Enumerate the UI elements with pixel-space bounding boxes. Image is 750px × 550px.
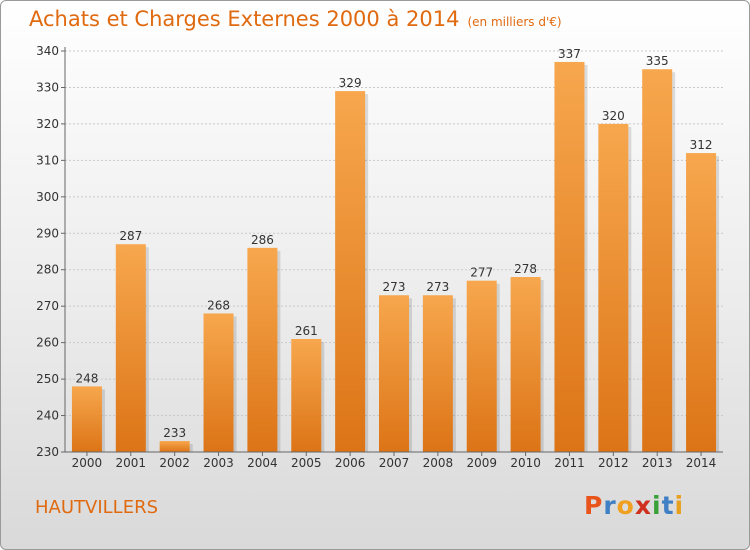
x-tick-label-2001: 2001 <box>116 456 147 470</box>
logo-letter: o <box>616 491 635 520</box>
bar-2014 <box>686 153 717 452</box>
chart-title: Achats et Charges Externes 2000 à 2014 <box>29 7 460 31</box>
bar-2008 <box>422 295 453 452</box>
value-label-2001: 287 <box>119 229 142 243</box>
bar-2000 <box>71 386 102 452</box>
logo-letter: r <box>603 491 617 520</box>
x-tick-label-2006: 2006 <box>335 456 366 470</box>
x-tick-label-2013: 2013 <box>642 456 673 470</box>
value-label-2004: 286 <box>251 233 274 247</box>
bar-2009 <box>466 280 497 452</box>
y-tick-label: 330 <box>36 80 59 94</box>
logo-letter: t <box>661 491 675 520</box>
chart-title-block: Achats et Charges Externes 2000 à 2014 (e… <box>29 7 562 31</box>
logo-letter: i <box>652 491 662 520</box>
value-label-2006: 329 <box>339 76 362 90</box>
value-label-2000: 248 <box>75 371 98 385</box>
value-label-2011: 337 <box>558 47 581 61</box>
x-tick-label-2004: 2004 <box>247 456 278 470</box>
value-label-2007: 273 <box>383 280 406 294</box>
x-tick-label-2003: 2003 <box>203 456 234 470</box>
y-tick-label: 230 <box>36 445 59 459</box>
bar-2002 <box>159 441 190 452</box>
value-label-2002: 233 <box>163 426 186 440</box>
y-tick-label: 320 <box>36 117 59 131</box>
x-tick-label-2002: 2002 <box>159 456 190 470</box>
x-tick-label-2009: 2009 <box>466 456 497 470</box>
y-tick-label: 260 <box>36 336 59 350</box>
value-label-2013: 335 <box>646 54 669 68</box>
y-tick-label: 280 <box>36 263 59 277</box>
value-label-2009: 277 <box>470 266 493 280</box>
x-tick-label-2012: 2012 <box>598 456 629 470</box>
x-tick-label-2011: 2011 <box>554 456 585 470</box>
bar-2012 <box>598 123 629 452</box>
value-label-2014: 312 <box>690 138 713 152</box>
y-tick-label: 290 <box>36 226 59 240</box>
bar-2003 <box>203 313 234 452</box>
value-label-2010: 278 <box>514 262 537 276</box>
value-label-2012: 320 <box>602 109 625 123</box>
bar-2010 <box>510 277 541 452</box>
y-tick-label: 300 <box>36 190 59 204</box>
x-tick-label-2008: 2008 <box>423 456 454 470</box>
x-tick-label-2005: 2005 <box>291 456 322 470</box>
value-label-2008: 273 <box>426 280 449 294</box>
logo-letter: x <box>634 491 652 520</box>
chart-subtitle: (en milliers d'€) <box>467 15 562 29</box>
y-tick-label: 270 <box>36 299 59 313</box>
bar-2005 <box>291 338 322 452</box>
x-tick-label-2000: 2000 <box>72 456 103 470</box>
y-tick-label: 340 <box>36 44 59 58</box>
x-tick-label-2014: 2014 <box>686 456 717 470</box>
logo-letter: P <box>584 491 604 520</box>
commune-name: HAUTVILLERS <box>35 497 159 518</box>
y-tick-label: 240 <box>36 409 59 423</box>
value-label-2003: 268 <box>207 298 230 312</box>
bar-2007 <box>379 295 409 452</box>
x-tick-label-2007: 2007 <box>379 456 410 470</box>
x-tick-label-2010: 2010 <box>510 456 541 470</box>
logo-letter: i <box>674 491 685 520</box>
bar-2004 <box>247 247 278 452</box>
value-label-2005: 261 <box>295 324 318 338</box>
bar-2001 <box>115 244 146 452</box>
bar-2011 <box>554 61 585 452</box>
y-tick-label: 250 <box>36 372 59 386</box>
proxiti-logo: Proxiti <box>584 491 684 520</box>
y-tick-label: 310 <box>36 153 59 167</box>
bar-2006 <box>335 91 366 452</box>
bar-2013 <box>642 69 673 453</box>
